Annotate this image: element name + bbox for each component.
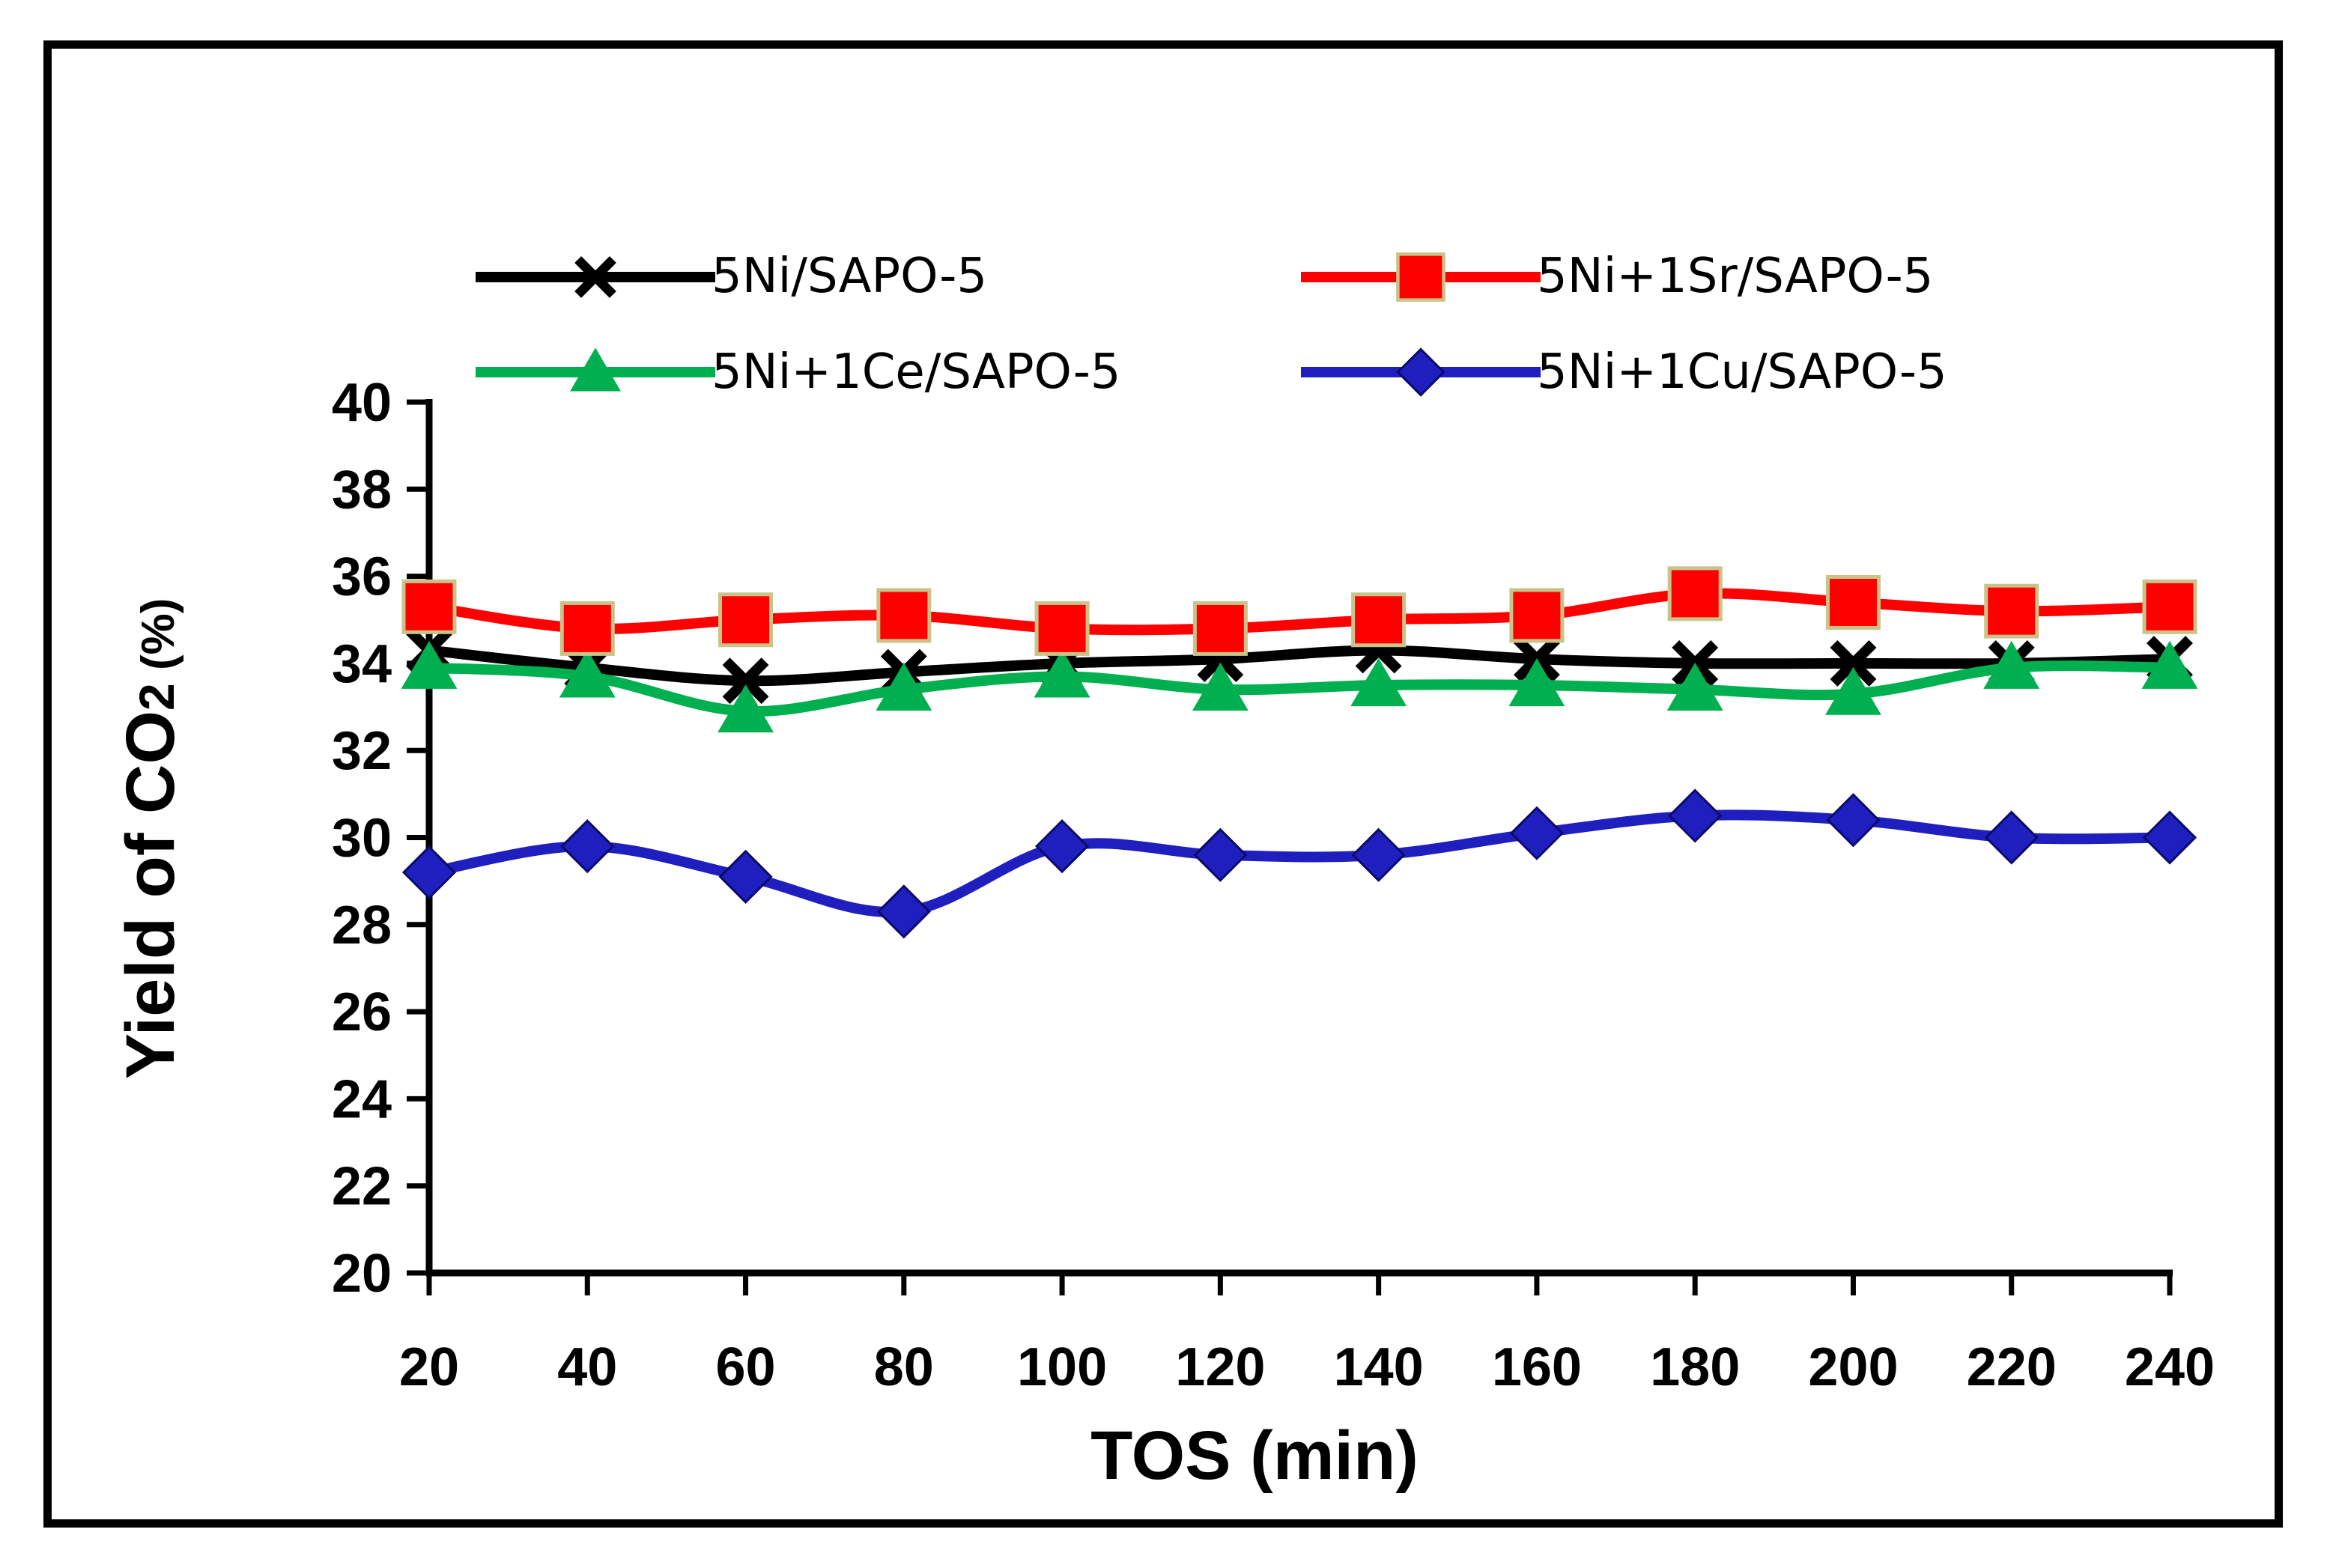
data-point-triangle-marker: [1350, 657, 1407, 707]
data-point-square-marker: [1825, 574, 1881, 630]
x-tick-label: 240: [2125, 1337, 2215, 1397]
data-point-diamond-marker: [1396, 347, 1445, 397]
legend-label: 5Ni+1Ce/SAPO-5: [712, 344, 1121, 400]
data-point-square-marker: [1034, 601, 1090, 656]
x-tick-label: 20: [399, 1337, 459, 1397]
x-tick-label: 220: [1967, 1337, 2057, 1397]
data-point-diamond-marker: [1193, 827, 1248, 882]
data-point-x-marker: [574, 256, 616, 298]
x-tick-label: 160: [1492, 1337, 1582, 1397]
data-point-triangle-marker: [1508, 657, 1565, 707]
legend-label: 5Ni/SAPO-5: [712, 249, 987, 304]
data-point-square-marker: [1192, 601, 1248, 656]
data-point-diamond-marker: [718, 849, 773, 904]
data-point-triangle-marker: [876, 662, 932, 711]
series-line: [428, 588, 2170, 636]
data-point-square-marker: [2142, 579, 2197, 634]
data-point-diamond-marker: [401, 845, 457, 900]
x-tick-label: 120: [1175, 1337, 1265, 1397]
x-tick-label: 140: [1334, 1337, 1424, 1397]
data-point-square-marker: [1984, 583, 2039, 639]
data-point-diamond-marker: [1984, 810, 2039, 865]
data-point-diamond-marker: [560, 819, 615, 874]
data-point-x-marker: [1830, 639, 1877, 687]
axes: 20 22 24 26 28 30 32 34 36 38 40 20 40 60 80 100 120 140 1…: [332, 373, 2215, 1397]
data-point-square-marker: [559, 601, 615, 656]
data-point-square-marker: [1667, 566, 1723, 622]
data-point-triangle-marker: [2141, 640, 2198, 689]
data-point-triangle-marker: [1825, 666, 1881, 715]
data-point-triangle-marker: [570, 347, 621, 392]
series-layer: [401, 566, 2198, 939]
x-tick-label: 40: [557, 1337, 617, 1397]
legend: 5Ni/SAPO-5 5Ni+1Sr/SAPO-5 5Ni+1Ce/SAPO-5…: [476, 249, 1947, 400]
y-tick-label: 28: [332, 896, 392, 955]
y-tick-label: 38: [332, 460, 392, 520]
series-5ni-1cu-sapo-5: [401, 788, 2197, 939]
legend-marker-x-icon: [476, 256, 715, 298]
legend-marker-square-icon: [1301, 252, 1541, 302]
data-point-diamond-marker: [1668, 788, 1723, 843]
y-tick-label: 36: [332, 547, 392, 607]
data-point-diamond-marker: [1826, 793, 1881, 848]
legend-label: 5Ni+1Cu/SAPO-5: [1537, 344, 1947, 400]
legend-marker-diamond-icon: [1301, 347, 1541, 397]
data-point-diamond-marker: [1351, 827, 1406, 882]
data-point-square-marker: [1396, 252, 1445, 302]
series-line: [428, 660, 2170, 717]
y-tick-label: 32: [332, 721, 392, 781]
series-5ni-1sr-sapo-5: [401, 566, 2197, 656]
x-tick-label: 100: [1017, 1337, 1107, 1397]
data-point-x-marker: [722, 657, 769, 705]
y-axis-title-unit: (%): [133, 598, 184, 684]
chart-frame: [43, 40, 2283, 1528]
data-point-diamond-marker: [1509, 806, 1565, 860]
data-point-triangle-marker: [1666, 662, 1723, 711]
y-axis-title: Yield of CO2 (%): [112, 598, 189, 1080]
data-point-diamond-marker: [2142, 810, 2197, 865]
y-tick-label: 30: [332, 809, 392, 869]
x-tick-label: 200: [1808, 1337, 1898, 1397]
y-axis-title-main: Yield of CO: [112, 711, 189, 1079]
data-point-triangle-marker: [1192, 662, 1249, 711]
y-tick-label: 24: [332, 1069, 392, 1129]
data-point-square-marker: [1351, 592, 1407, 648]
data-point-square-marker: [876, 588, 932, 643]
data-point-triangle-marker: [401, 640, 458, 689]
data-point-diamond-marker: [1034, 819, 1090, 874]
y-tick-label: 20: [332, 1244, 392, 1304]
data-point-square-marker: [1509, 588, 1565, 643]
legend-item-5ni-1sr-sapo-5[interactable]: 5Ni+1Sr/SAPO-5: [1301, 249, 1933, 304]
x-tick-label: 180: [1650, 1337, 1740, 1397]
data-point-square-marker: [401, 579, 457, 634]
x-tick-label: 80: [874, 1337, 934, 1397]
legend-item-5ni-1ce-sapo-5[interactable]: 5Ni+1Ce/SAPO-5: [476, 344, 1121, 400]
y-tick-label: 34: [332, 634, 392, 694]
y-tick-label: 40: [332, 373, 392, 433]
x-axis-title: TOS (min): [1090, 1417, 1419, 1494]
x-tick-label: 60: [715, 1337, 775, 1397]
series-line: [428, 809, 2170, 918]
data-point-triangle-marker: [559, 649, 616, 698]
legend-item-5ni-sapo-5[interactable]: 5Ni/SAPO-5: [476, 249, 987, 304]
data-point-square-marker: [718, 592, 774, 648]
legend-item-5ni-1cu-sapo-5[interactable]: 5Ni+1Cu/SAPO-5: [1301, 344, 1947, 400]
y-tick-label: 26: [332, 982, 392, 1042]
legend-marker-triangle-icon: [476, 347, 715, 392]
series-5ni-1ce-sapo-5: [401, 640, 2198, 733]
data-point-triangle-marker: [718, 684, 774, 733]
series-line: [428, 645, 2170, 687]
y-tick-label: 22: [332, 1157, 392, 1217]
data-point-triangle-marker: [1034, 649, 1090, 698]
y-axis-title-subscript: 2: [129, 683, 184, 711]
data-point-triangle-marker: [1983, 640, 2040, 689]
data-point-diamond-marker: [876, 884, 931, 939]
legend-label: 5Ni+1Sr/SAPO-5: [1537, 249, 1933, 304]
